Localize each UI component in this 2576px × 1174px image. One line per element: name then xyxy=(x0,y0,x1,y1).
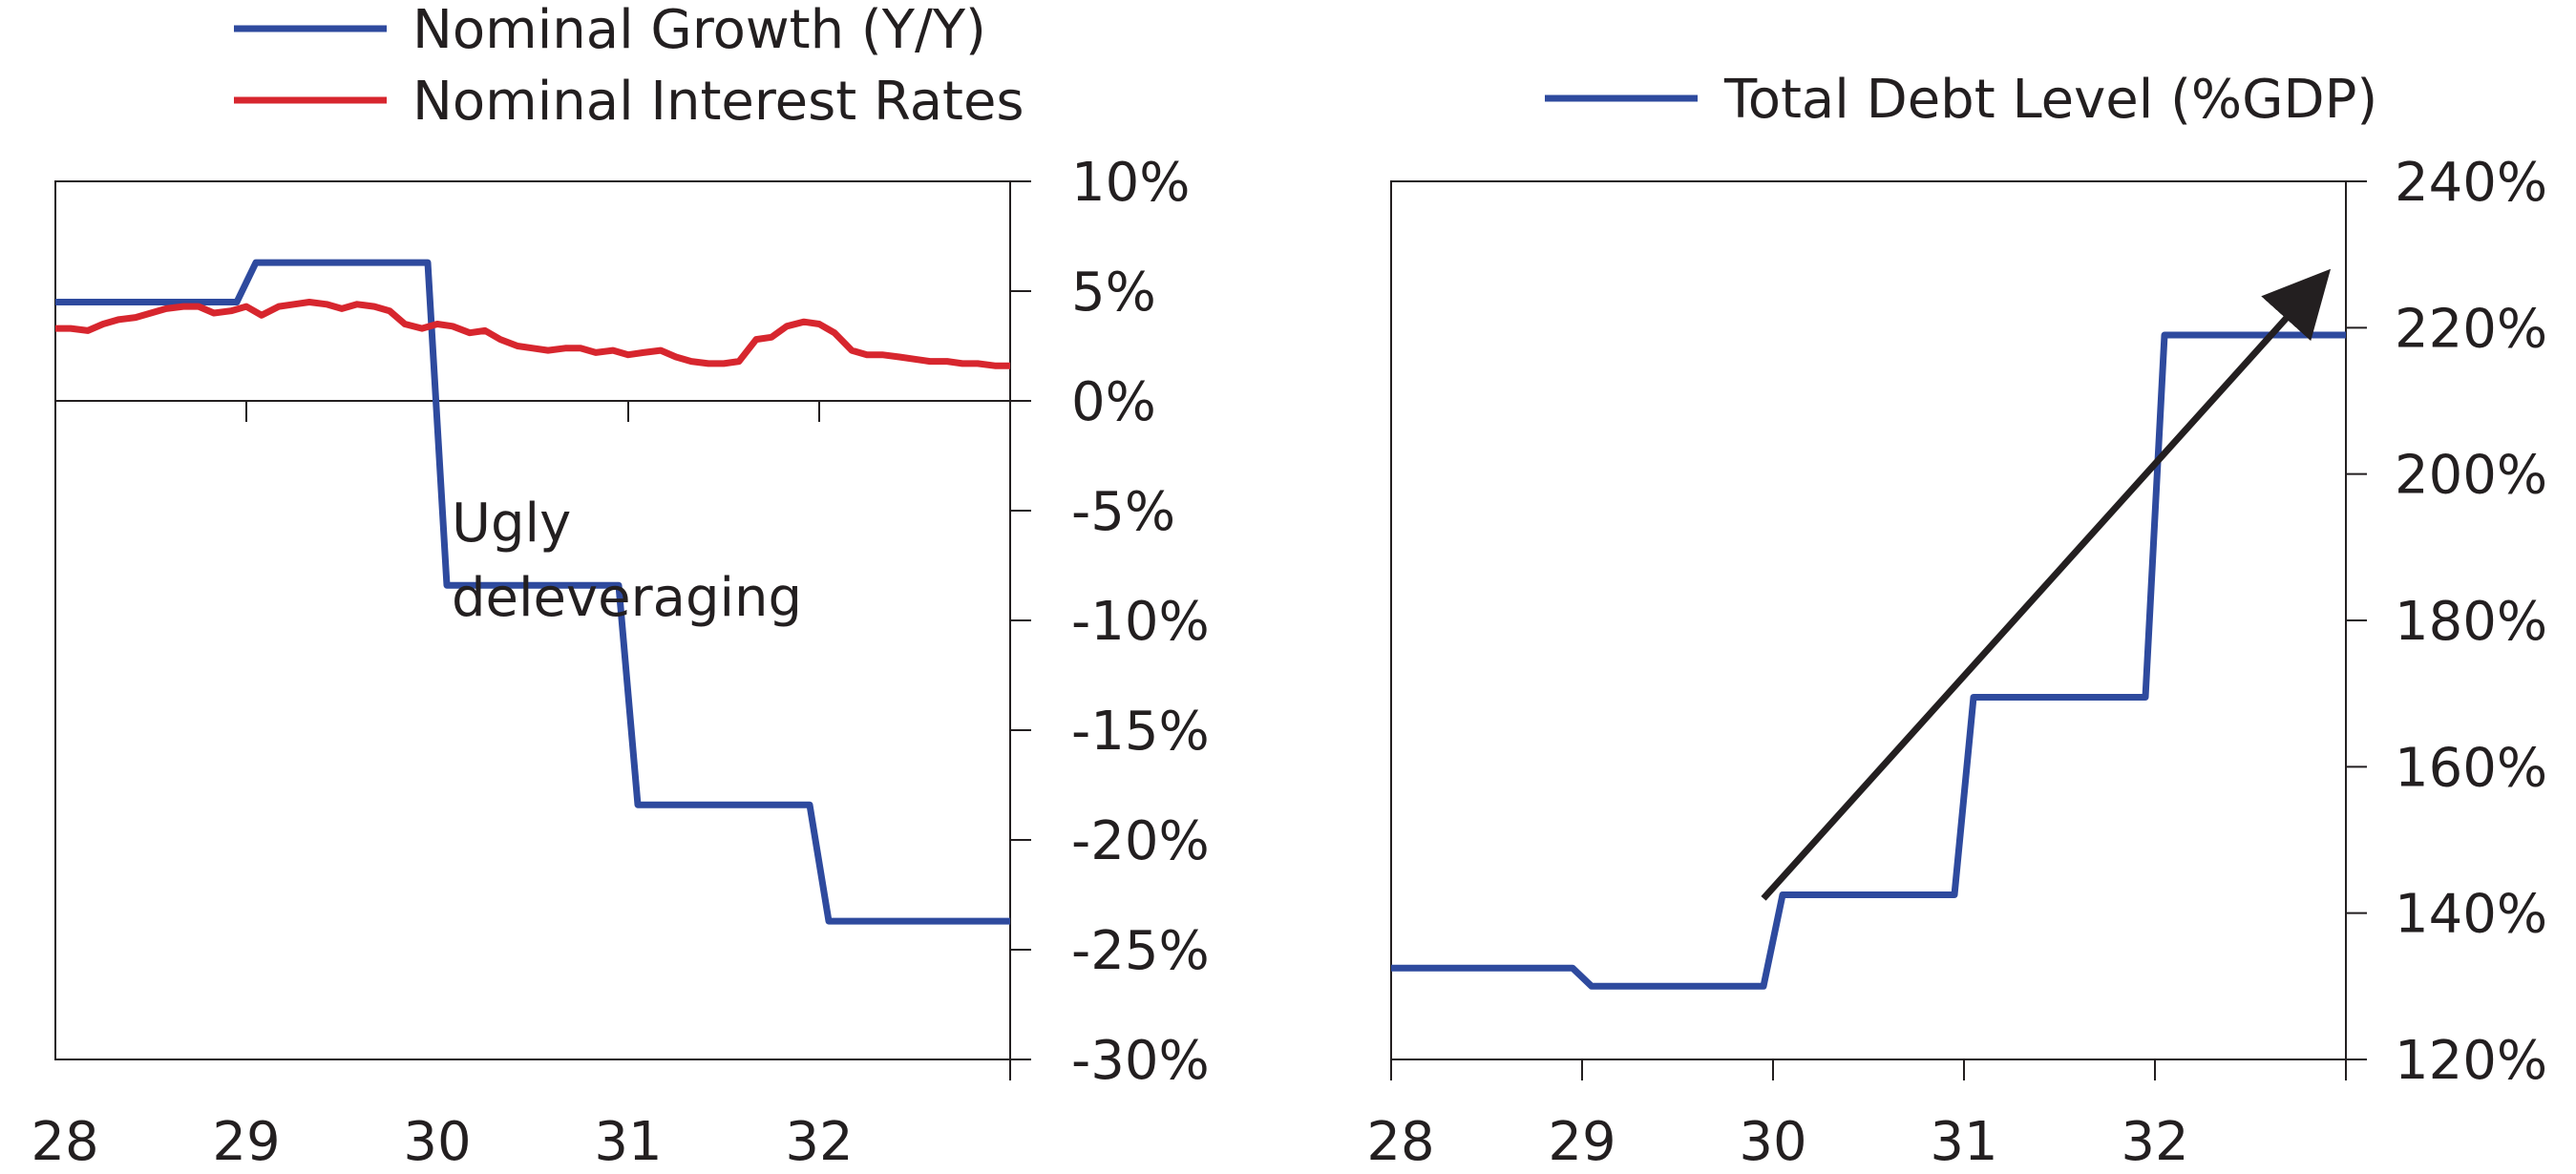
y-tick-label: -20% xyxy=(1071,810,1210,872)
right-chart-panel: 240% 220% 200% 180% 160% 140% 120% 28 29 30 31 32 To… xyxy=(1366,69,2547,1173)
annotation-text: deleveraging xyxy=(452,567,802,629)
series-line-total-debt-level-gdp xyxy=(1391,331,2346,990)
y-tick-label: -25% xyxy=(1071,920,1210,982)
legend-label: Total Debt Level (%GDP) xyxy=(1723,69,2377,131)
y-tick-label: 0% xyxy=(1071,371,1156,433)
left-chart-panel: 10% 5% 0% -5% -10% -15% -20% -25% -30% 28 29 30 31 32… xyxy=(31,0,1209,1173)
y-tick-label: 120% xyxy=(2395,1030,2547,1092)
y-tick-label: 140% xyxy=(2395,884,2547,946)
y-tick-label: 10% xyxy=(1071,152,1190,214)
legend-label: Nominal Growth (Y/Y) xyxy=(412,0,986,61)
x-tick-label: 30 xyxy=(1739,1111,1806,1173)
annotation-text: Ugly xyxy=(452,493,571,555)
x-tick-label: 31 xyxy=(594,1111,662,1173)
y-tick-label: -10% xyxy=(1071,591,1210,653)
x-tick-label: 32 xyxy=(2121,1111,2188,1173)
x-tick-label: 29 xyxy=(1548,1111,1615,1173)
x-tick-label: 31 xyxy=(1930,1111,1997,1173)
y-tick-label: 220% xyxy=(2395,298,2547,360)
series-line-nominal-interest-rates xyxy=(55,299,1010,369)
y-tick-label: -30% xyxy=(1071,1030,1210,1092)
y-tick-label: 160% xyxy=(2395,737,2547,799)
y-tick-label: 240% xyxy=(2395,152,2547,214)
plot-frame xyxy=(1390,180,2347,1060)
x-tick-label: 29 xyxy=(212,1111,280,1173)
y-tick-label: 200% xyxy=(2395,445,2547,507)
y-tick-label: -15% xyxy=(1071,701,1210,763)
y-tick-label: -5% xyxy=(1071,481,1175,543)
series-line-nominal-growth-y-y xyxy=(55,259,1010,925)
x-tick-label: 28 xyxy=(31,1111,98,1173)
legend-label: Nominal Interest Rates xyxy=(412,71,1024,133)
y-tick-label: 180% xyxy=(2395,591,2547,653)
trend-arrow xyxy=(1761,268,2332,901)
x-tick-label: 30 xyxy=(403,1111,471,1173)
y-tick-label: 5% xyxy=(1071,262,1156,324)
x-tick-label: 28 xyxy=(1366,1111,1434,1173)
x-tick-label: 32 xyxy=(785,1111,853,1173)
